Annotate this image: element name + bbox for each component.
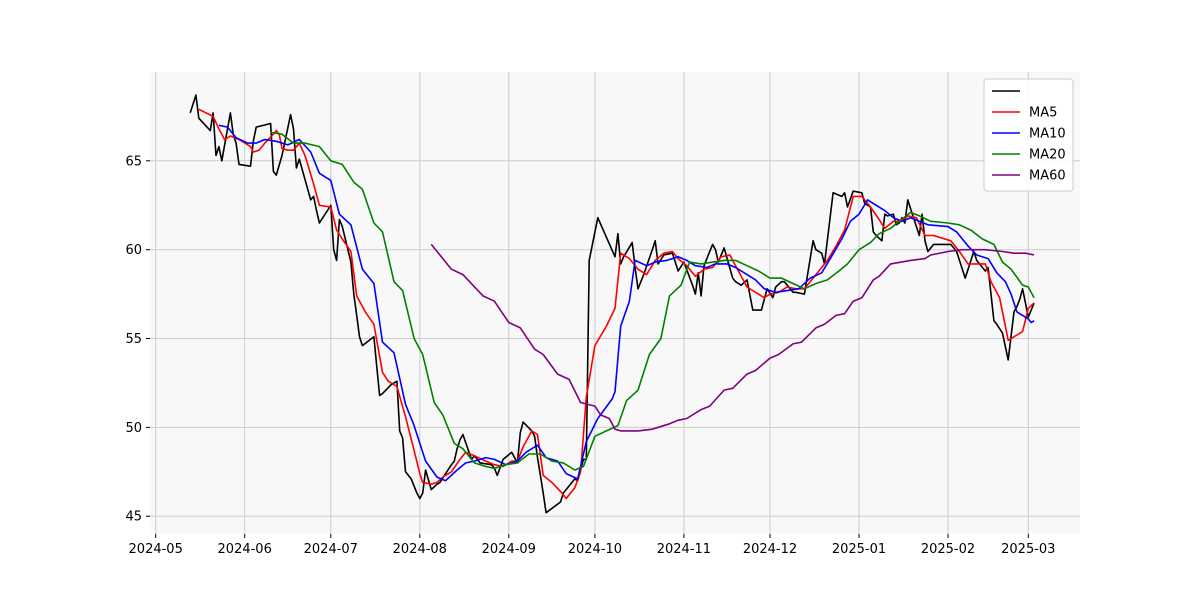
x-tick-label: 2024-11 (657, 542, 711, 557)
axes: 2024-05 2024-06 2024-07 2024-08 2024-09 2024-… (125, 154, 1055, 557)
series-line-ma5 (198, 108, 1035, 500)
x-tick-label: 2024-06 (218, 542, 272, 557)
y-tick-label: 65 (125, 154, 142, 169)
x-tick-label: 2024-08 (393, 542, 447, 557)
series-line-ma20 (270, 131, 1035, 471)
y-tick-label: 55 (125, 332, 142, 347)
x-tick-label: 2024-05 (129, 542, 183, 557)
x-tick-label: 2025-02 (921, 542, 975, 557)
series-line-ma10 (218, 124, 1035, 482)
x-tick-label: 2025-03 (1001, 542, 1055, 557)
y-tick-label: 45 (125, 510, 142, 525)
gridlines (150, 72, 1080, 534)
legend-label: MA20 (1029, 148, 1066, 163)
legend-label: MA60 (1029, 169, 1066, 184)
x-tick-label: 2024-12 (743, 542, 797, 557)
y-tick-label: 50 (125, 421, 142, 436)
legend-box (983, 78, 1074, 192)
legend: MA5 MA10 MA20 MA60 (983, 78, 1074, 192)
y-tick-label: 60 (125, 243, 142, 258)
legend-label: MA5 (1029, 106, 1057, 121)
x-tick-label: 2024-09 (482, 542, 536, 557)
x-tick-label: 2024-07 (304, 542, 358, 557)
x-tick-label: 2024-10 (568, 542, 622, 557)
series-line-ma60 (430, 243, 1035, 432)
x-tick-label: 2025-01 (832, 542, 886, 557)
series-line-price (189, 94, 1035, 514)
series-lines (189, 94, 1035, 514)
legend-label: MA10 (1029, 127, 1066, 142)
